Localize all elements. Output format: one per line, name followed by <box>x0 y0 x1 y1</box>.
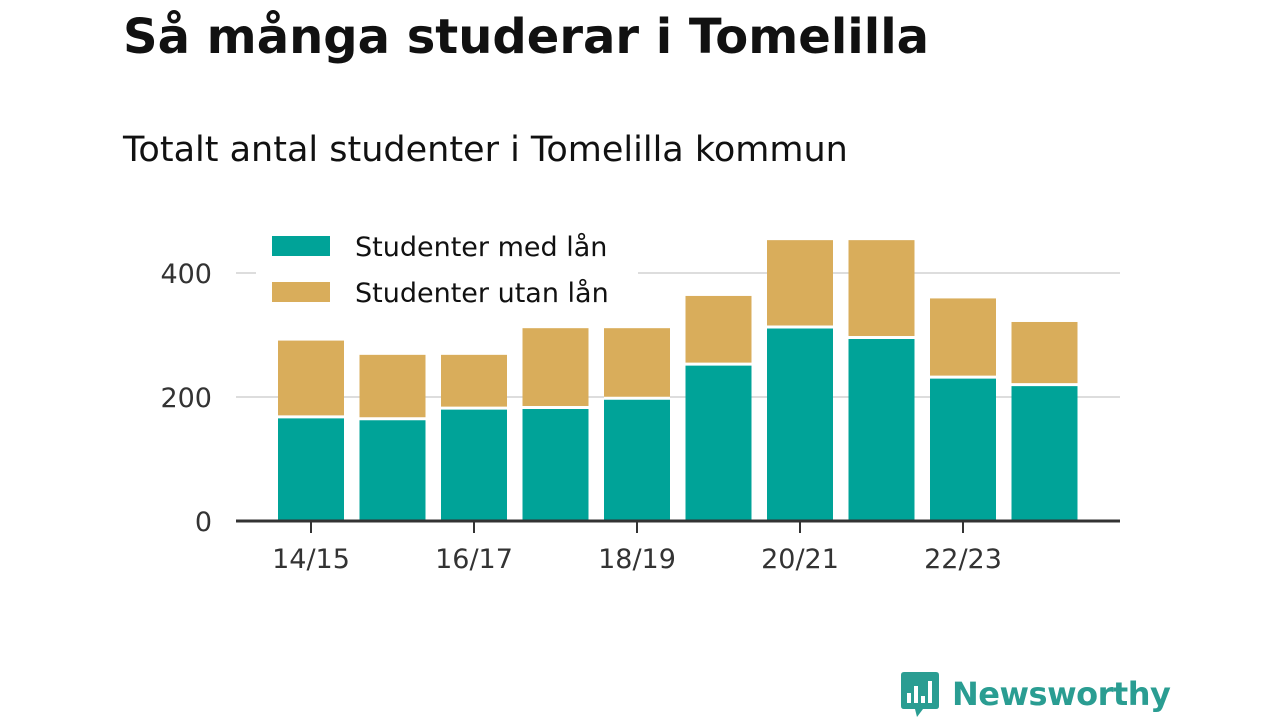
bars <box>278 240 1078 521</box>
bar-med-lan-19-20 <box>685 364 752 521</box>
x-tick-label: 20/21 <box>761 544 839 575</box>
bar-med-lan-18-19 <box>604 398 670 521</box>
bar-utan-lan-23-24 <box>1011 321 1078 385</box>
legend: Studenter med lån Studenter utan lån <box>256 222 638 318</box>
brand-name: Newsworthy <box>952 675 1171 713</box>
y-tick-label: 400 <box>160 259 212 290</box>
bar-utan-lan-15-16 <box>359 354 426 419</box>
x-tick-label: 18/19 <box>598 544 676 575</box>
axes: 0 200 400 14/15 16/17 18/19 20/21 22/23 <box>160 259 1120 575</box>
bar-utan-lan-19-20 <box>685 295 752 365</box>
bar-med-lan-14-15 <box>278 416 344 521</box>
bar-utan-lan-20-21 <box>767 240 833 327</box>
chart-subtitle: Totalt antal studenter i Tomelilla kommu… <box>123 130 848 170</box>
chart-title: Så många studerar i Tomelilla <box>123 9 930 65</box>
bar-med-lan-23-24 <box>1011 384 1078 521</box>
x-tick-label: 22/23 <box>924 544 1002 575</box>
bar-med-lan-17-18 <box>522 407 589 521</box>
bar-med-lan-20-21 <box>767 326 833 521</box>
bar-utan-lan-22-23 <box>930 298 996 378</box>
bar-med-lan-21-22 <box>848 337 915 521</box>
bar-chart-speech-bubble-icon <box>901 672 939 717</box>
legend-swatch-med-lan <box>272 236 330 256</box>
y-tick-label: 200 <box>160 383 212 414</box>
bar-med-lan-15-16 <box>359 418 426 521</box>
y-tick-label: 0 <box>195 507 212 538</box>
legend-label-med-lan: Studenter med lån <box>355 232 607 263</box>
bar-utan-lan-18-19 <box>604 328 670 399</box>
bar-utan-lan-16-17 <box>441 354 507 409</box>
x-tick-label: 16/17 <box>435 544 513 575</box>
bar-utan-lan-14-15 <box>278 340 344 417</box>
legend-label-utan-lan: Studenter utan lån <box>355 278 609 309</box>
bar-utan-lan-21-22 <box>848 240 915 338</box>
x-tick-label: 14/15 <box>272 544 350 575</box>
newsworthy-logo: Newsworthy <box>900 669 1171 719</box>
bar-med-lan-22-23 <box>930 377 996 521</box>
bar-med-lan-16-17 <box>441 408 507 521</box>
legend-swatch-utan-lan <box>272 282 330 302</box>
bar-utan-lan-17-18 <box>522 328 589 408</box>
